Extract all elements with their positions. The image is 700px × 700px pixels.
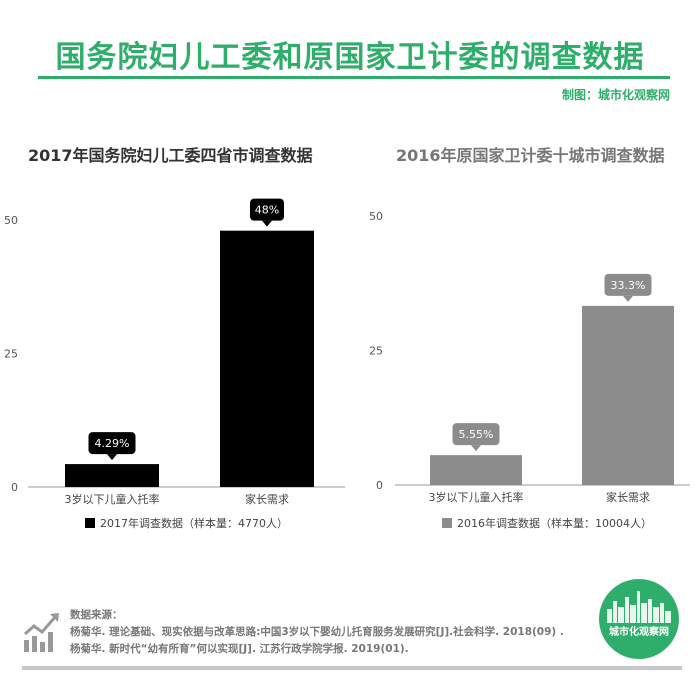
chart-2016: 0 25 50 5.55% 3岁以下儿童入托率 33.3% 家长需求 [369,210,690,504]
value-label: 48% [255,204,279,217]
y-tick-label: 0 [376,479,383,492]
credit-label: 制图：城市化观察网 [561,88,670,102]
category-label: 3岁以下儿童入托率 [65,492,160,506]
page-title: 国务院妇儿工委和原国家卫计委的调查数据 [55,40,645,75]
y-tick-label: 50 [4,214,18,227]
value-label: 4.29% [95,437,130,450]
skyline-icon [607,591,671,623]
legend-swatch-2017 [85,518,95,528]
legend-label-2016: 2016年调查数据（样本量：10004人） [457,517,652,530]
value-label-pointer [623,295,633,302]
bar [65,464,159,487]
value-label-pointer [262,220,272,227]
value-label-bubble [452,423,500,446]
y-tick-label: 0 [11,481,18,494]
y-tick-label: 25 [369,345,383,358]
logo-text: 城市化观察网 [609,627,669,638]
sources-heading: 数据来源： [70,609,123,621]
chart-2017: 0 25 50 4.29% 3岁以下儿童入托率 48% 家长需求 [4,198,345,506]
value-label-bubble [604,273,652,296]
legend-2017: 2017年调查数据（样本量：4770人） [85,515,288,531]
legend-label-2017: 2017年调查数据（样本量：4770人） [100,517,288,530]
category-label: 家长需求 [245,492,289,506]
chart-right-title: 2016年原国家卫计委十城市调查数据 [396,146,665,165]
legend-swatch-2016 [442,518,452,528]
category-label: 3岁以下儿童入托率 [429,490,524,504]
bar [220,230,314,487]
value-label: 33.3% [611,279,646,292]
category-label: 家长需求 [606,490,650,504]
value-label: 5.55% [459,428,494,441]
footer-rule [22,666,682,670]
chart-left-title: 2017年国务院妇儿工委四省市调查数据 [28,146,313,165]
value-label-bubble [88,432,136,455]
source-line-2: 杨菊华. 新时代“幼有所育”何以实现[J]. 江苏行政学院学报. 2019(01… [70,643,409,655]
value-label-pointer [471,445,481,452]
trend-chart-icon [22,610,62,658]
value-label-pointer [107,454,117,461]
y-tick-label: 50 [369,210,383,223]
bar [430,455,522,485]
sources-block: 数据来源： 杨菊华. 理论基础、现实依据与改革思路:中国3岁以下婴幼儿托育服务发… [70,607,564,658]
y-tick-label: 25 [4,348,18,361]
source-line-1: 杨菊华. 理论基础、现实依据与改革思路:中国3岁以下婴幼儿托育服务发展研究[J]… [70,626,564,638]
title-rule [38,76,670,79]
legend-2016: 2016年调查数据（样本量：10004人） [442,515,652,531]
value-label-bubble [250,198,284,221]
site-logo: 城市化观察网 [599,579,679,659]
bar [582,305,674,485]
